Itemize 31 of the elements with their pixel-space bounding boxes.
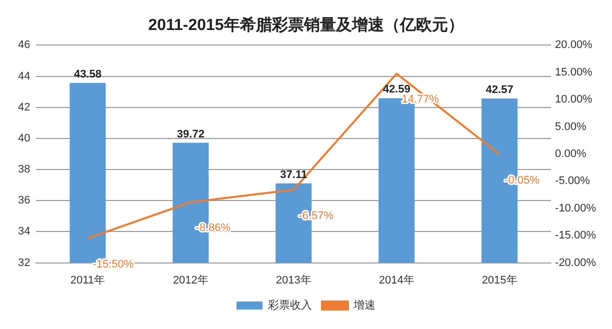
y2-tick-label: -5.00%	[555, 175, 590, 188]
data-label: 37.11	[280, 168, 308, 181]
x-tick-label: 2014年	[378, 274, 414, 286]
y-tick-label: 38	[18, 164, 30, 176]
x-tick-label: 2012年	[172, 274, 208, 286]
y-tick-label: 46	[18, 39, 30, 52]
data-label: 42.59	[382, 84, 410, 96]
y2-tick-label: 15.00%	[555, 66, 593, 78]
data-label: 39.72	[176, 128, 204, 140]
y-tick-label: 34	[18, 226, 30, 238]
y-tick-label: 32	[18, 256, 30, 269]
legend-label: 增速	[352, 298, 376, 312]
y-tick-label: 40	[18, 132, 30, 144]
y2-tick-label: -20.00%	[555, 256, 596, 269]
y-tick-label: 44	[18, 70, 30, 82]
data-label: 42.57	[486, 84, 514, 96]
legend-label: 彩票收入	[268, 298, 312, 312]
y2-tick-label: 10.00%	[555, 94, 593, 106]
data-label: -15.50%	[92, 258, 134, 270]
y2-tick-label: 0.00%	[555, 148, 586, 160]
x-tick-label: 2013年	[276, 274, 312, 286]
y2-tick-label: -15.00%	[555, 230, 596, 242]
y2-tick-label: 5.00%	[555, 120, 586, 133]
y2-tick-label: -10.00%	[555, 202, 596, 214]
x-tick-label: 2011年	[70, 274, 106, 286]
chart-title: 2011-2015年希腊彩票销量及增速（亿欧元）	[148, 16, 464, 34]
y-tick-label: 36	[18, 194, 30, 207]
y-tick-label: 42	[18, 101, 30, 114]
y2-tick-label: 20.00%	[555, 39, 593, 52]
data-label: 43.58	[74, 68, 102, 80]
x-tick-label: 2015年	[482, 274, 518, 286]
